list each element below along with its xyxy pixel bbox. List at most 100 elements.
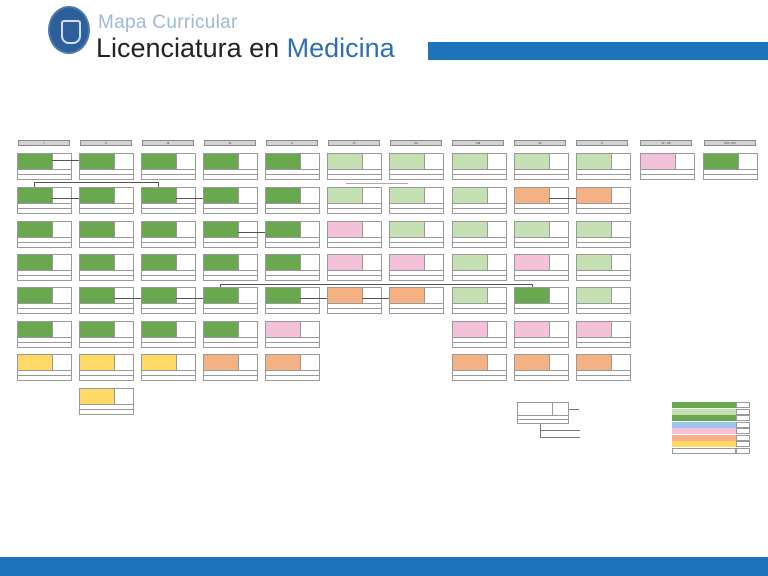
course-card[interactable] — [265, 321, 320, 348]
course-code — [611, 255, 631, 270]
course-code — [300, 288, 320, 303]
course-card[interactable] — [576, 254, 631, 281]
course-card[interactable] — [203, 321, 258, 348]
course-card[interactable] — [452, 287, 507, 314]
course-card[interactable] — [203, 187, 258, 214]
legend-value — [736, 421, 750, 428]
course-code — [238, 355, 258, 370]
course-card[interactable] — [703, 153, 758, 180]
course-name — [80, 188, 114, 203]
course-card[interactable] — [514, 287, 569, 314]
course-code — [424, 188, 444, 203]
course-card[interactable] — [327, 187, 382, 214]
course-name — [453, 355, 487, 370]
course-card[interactable] — [79, 254, 134, 281]
course-card[interactable] — [265, 221, 320, 248]
course-name — [328, 255, 362, 270]
course-card[interactable] — [141, 321, 196, 348]
course-card[interactable] — [79, 321, 134, 348]
course-card[interactable] — [141, 287, 196, 314]
course-card[interactable] — [17, 354, 72, 381]
course-card[interactable] — [265, 153, 320, 180]
course-code — [611, 355, 631, 370]
course-code — [549, 355, 569, 370]
legend-value — [736, 441, 750, 447]
course-card[interactable] — [327, 153, 382, 180]
course-card[interactable] — [389, 153, 444, 180]
course-card[interactable] — [203, 354, 258, 381]
course-card[interactable] — [327, 287, 382, 314]
course-name — [641, 154, 675, 169]
course-code — [114, 188, 134, 203]
course-card[interactable] — [327, 221, 382, 248]
course-card[interactable] — [17, 321, 72, 348]
course-card[interactable] — [452, 254, 507, 281]
course-card[interactable] — [203, 221, 258, 248]
legend-value — [736, 402, 750, 408]
course-card[interactable] — [576, 321, 631, 348]
course-code — [300, 154, 320, 169]
semester-header: II — [80, 140, 132, 146]
course-card[interactable] — [640, 153, 695, 180]
course-card[interactable] — [389, 221, 444, 248]
course-card[interactable] — [514, 221, 569, 248]
course-card[interactable] — [203, 287, 258, 314]
course-code — [424, 288, 444, 303]
course-card[interactable] — [141, 187, 196, 214]
course-code — [176, 322, 196, 337]
course-card[interactable] — [79, 287, 134, 314]
course-card[interactable] — [141, 221, 196, 248]
course-card[interactable] — [203, 254, 258, 281]
course-name — [266, 355, 300, 370]
course-card[interactable] — [452, 153, 507, 180]
course-card[interactable] — [17, 221, 72, 248]
course-code — [52, 322, 72, 337]
course-code — [424, 222, 444, 237]
course-name — [142, 288, 176, 303]
course-card[interactable] — [17, 254, 72, 281]
course-card[interactable] — [141, 354, 196, 381]
course-name — [704, 154, 738, 169]
semester-header: V — [266, 140, 318, 146]
course-code — [52, 222, 72, 237]
course-card[interactable] — [265, 254, 320, 281]
course-card[interactable] — [141, 153, 196, 180]
course-card[interactable] — [265, 287, 320, 314]
course-card[interactable] — [79, 221, 134, 248]
course-card[interactable] — [514, 187, 569, 214]
course-card[interactable] — [389, 187, 444, 214]
course-card[interactable] — [576, 287, 631, 314]
course-card[interactable] — [576, 354, 631, 381]
course-card[interactable] — [452, 321, 507, 348]
course-card[interactable] — [17, 287, 72, 314]
course-card[interactable] — [389, 287, 444, 314]
legend-row — [672, 428, 750, 434]
course-card[interactable] — [265, 187, 320, 214]
course-card[interactable] — [327, 254, 382, 281]
course-card[interactable] — [514, 153, 569, 180]
course-card[interactable] — [79, 153, 134, 180]
course-card[interactable] — [576, 153, 631, 180]
course-card[interactable] — [265, 354, 320, 381]
key-row-divider — [518, 419, 568, 420]
course-code — [549, 322, 569, 337]
course-card[interactable] — [452, 354, 507, 381]
course-card[interactable] — [576, 187, 631, 214]
course-card[interactable] — [79, 187, 134, 214]
course-card[interactable] — [452, 221, 507, 248]
course-card[interactable] — [17, 153, 72, 180]
course-card[interactable] — [141, 254, 196, 281]
course-card[interactable] — [79, 354, 134, 381]
course-card[interactable] — [514, 254, 569, 281]
course-card[interactable] — [576, 221, 631, 248]
course-code — [549, 288, 569, 303]
course-card[interactable] — [514, 354, 569, 381]
course-card[interactable] — [203, 153, 258, 180]
dashed-connector — [346, 183, 408, 184]
course-name — [515, 154, 549, 169]
course-card[interactable] — [514, 321, 569, 348]
course-card[interactable] — [17, 187, 72, 214]
course-card[interactable] — [79, 388, 134, 415]
course-card[interactable] — [389, 254, 444, 281]
course-card[interactable] — [452, 187, 507, 214]
